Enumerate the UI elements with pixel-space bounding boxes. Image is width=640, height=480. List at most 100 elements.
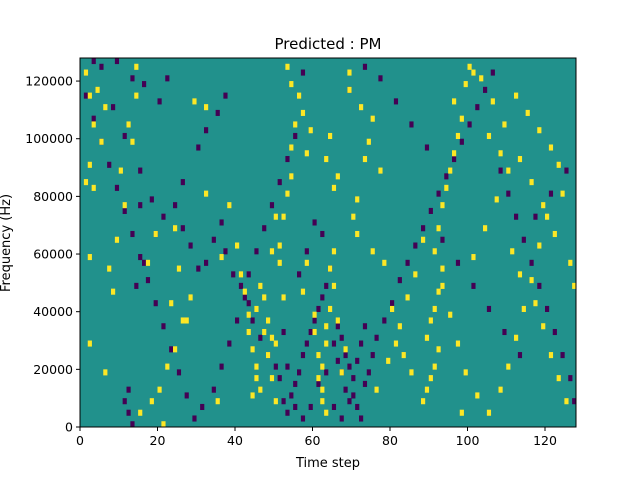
heatmap-cell-low — [320, 230, 325, 238]
heatmap-cell-low — [502, 328, 507, 336]
heatmap-cell-high — [91, 121, 96, 128]
heatmap-cell-high — [483, 225, 488, 232]
heatmap-cell-high — [91, 184, 96, 191]
heatmap-cell-low — [211, 236, 216, 243]
heatmap-cell-low — [126, 386, 131, 393]
heatmap-cell-high — [455, 132, 461, 140]
heatmap-cell-low — [347, 363, 352, 370]
heatmap-cell-low — [533, 213, 538, 220]
heatmap-cell-high — [517, 156, 523, 163]
heatmap-cell-low — [188, 242, 193, 249]
heatmap-cell-high — [556, 161, 561, 168]
heatmap-cell-low — [277, 375, 282, 382]
heatmap-cell-high — [138, 409, 143, 416]
heatmap-cell-high — [269, 334, 275, 341]
heatmap-cell-high — [262, 328, 267, 336]
heatmap-cell-high — [525, 109, 530, 116]
heatmap-cell-high — [459, 409, 464, 416]
heatmap-cell-low — [211, 386, 216, 393]
heatmap-cell-low — [285, 409, 290, 416]
heatmap-cell-high — [308, 127, 313, 134]
heatmap-cell-high — [486, 409, 492, 416]
heatmap-cell-high — [448, 167, 453, 174]
heatmap-cell-low — [285, 363, 290, 370]
heatmap-cell-high — [514, 92, 519, 99]
heatmap-cell-low — [428, 207, 433, 214]
heatmap-cell-high — [316, 352, 321, 359]
heatmap-cell-low — [258, 334, 263, 341]
heatmap-cell-high — [111, 288, 116, 295]
heatmap-cell-low — [362, 63, 368, 70]
heatmap-cell-high — [355, 196, 360, 203]
heatmap-cell-high — [537, 127, 542, 134]
heatmap-cell-high — [273, 213, 278, 220]
heatmap-cell-high — [463, 369, 468, 376]
heatmap-cell-low — [149, 196, 154, 203]
heatmap-cell-high — [366, 138, 371, 145]
heatmap-cell-high — [173, 225, 178, 232]
heatmap-cell-high — [219, 254, 224, 261]
heatmap-cell-high — [490, 98, 495, 105]
y-axis-label: Frequency (Hz) — [0, 194, 14, 292]
heatmap-cell-low — [114, 58, 120, 65]
heatmap-cell-low — [180, 225, 185, 232]
heatmap-cell-high — [316, 375, 321, 382]
heatmap-cell-low — [165, 75, 170, 82]
heatmap-cell-low — [293, 380, 298, 387]
heatmap-cell-low — [281, 328, 286, 336]
heatmap-cell-low — [297, 369, 302, 376]
heatmap-cell-high — [517, 271, 523, 278]
heatmap-cell-high — [486, 132, 492, 140]
heatmap-cell-high — [397, 323, 402, 330]
heatmap-cell-high — [564, 398, 569, 405]
heatmap-cell-low — [204, 259, 209, 266]
heatmap-cell-low — [331, 340, 337, 347]
heatmap-cell-low — [486, 305, 492, 312]
heatmap-cell-low — [300, 415, 306, 422]
heatmap-cell-high — [269, 248, 275, 255]
heatmap-cell-high — [312, 328, 317, 336]
heatmap-cell-high — [281, 213, 286, 220]
heatmap-cell-high — [184, 317, 189, 324]
heatmap-cell-high — [401, 352, 406, 359]
heatmap-cell-high — [343, 346, 348, 353]
heatmap-cell-low — [99, 63, 104, 70]
heatmap-cell-low — [409, 121, 414, 128]
heatmap-cell-low — [312, 219, 317, 226]
heatmap-cell-high — [444, 184, 449, 191]
heatmap-cell-high — [409, 369, 414, 376]
heatmap-cell-high — [335, 317, 340, 324]
heatmap-cell-high — [289, 144, 294, 151]
heatmap-cell-high — [273, 398, 278, 405]
heatmap-cell-high — [153, 230, 158, 238]
heatmap-cell-high — [281, 294, 286, 301]
heatmap-cell-low — [467, 121, 472, 128]
heatmap-cell-high — [134, 63, 139, 70]
heatmap-cell-low — [424, 144, 430, 151]
heatmap-cell-high — [362, 156, 368, 163]
heatmap-cell-high — [455, 340, 461, 347]
heatmap-cell-high — [114, 236, 120, 243]
heatmap-cell-low — [564, 167, 569, 174]
heatmap-cell-low — [134, 282, 139, 289]
heatmap-cell-low — [351, 392, 356, 399]
heatmap-cell-low — [359, 340, 364, 347]
heatmap-cell-low — [355, 357, 360, 364]
heatmap-cell-low — [455, 259, 461, 266]
heatmap-cell-high — [548, 352, 554, 359]
y-tick-label: 80000 — [33, 189, 73, 204]
heatmap-cell-high — [87, 92, 92, 99]
heatmap-cell-high — [498, 150, 503, 157]
y-tick-label: 20000 — [33, 362, 73, 377]
heatmap-cell-high — [428, 317, 433, 324]
heatmap-cell-low — [126, 409, 131, 416]
heatmap-cell-high — [545, 213, 550, 220]
heatmap-cell-high — [331, 184, 337, 191]
heatmap-cell-high — [390, 305, 395, 312]
heatmap-cell-low — [405, 259, 410, 266]
heatmap-cell-low — [231, 271, 236, 278]
heatmap-cell-low — [196, 265, 201, 272]
heatmap-cell-high — [157, 386, 162, 393]
heatmap-cell-high — [529, 277, 534, 284]
heatmap-cell-high — [324, 156, 329, 163]
